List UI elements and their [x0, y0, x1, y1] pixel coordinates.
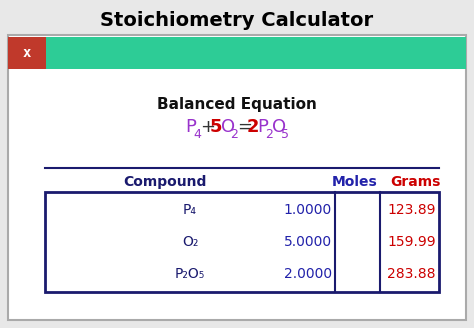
Text: 123.89: 123.89 — [388, 203, 436, 217]
Text: +: + — [200, 118, 215, 136]
Text: Compound: Compound — [123, 175, 207, 189]
Text: 2.0000: 2.0000 — [284, 267, 332, 281]
Text: P₄: P₄ — [183, 203, 197, 217]
Text: 283.88: 283.88 — [388, 267, 436, 281]
Text: 2: 2 — [265, 128, 273, 141]
Text: P₂O₅: P₂O₅ — [175, 267, 205, 281]
Text: Moles: Moles — [332, 175, 378, 189]
Text: O₂: O₂ — [182, 235, 198, 249]
FancyBboxPatch shape — [8, 35, 466, 320]
Text: 4: 4 — [193, 128, 201, 141]
Text: 5.0000: 5.0000 — [284, 235, 332, 249]
Text: 2: 2 — [230, 128, 238, 141]
Text: x: x — [23, 46, 31, 60]
Bar — [45, 192, 439, 292]
Text: 2: 2 — [247, 118, 259, 136]
Text: 159.99: 159.99 — [387, 235, 436, 249]
Text: O: O — [221, 118, 235, 136]
Text: 5: 5 — [210, 118, 222, 136]
Bar — [8, 37, 46, 69]
Text: O: O — [272, 118, 286, 136]
Bar — [8, 37, 466, 69]
Text: Stoichiometry Calculator: Stoichiometry Calculator — [100, 10, 374, 30]
Text: 1.0000: 1.0000 — [284, 203, 332, 217]
Text: Grams: Grams — [390, 175, 440, 189]
Text: Balanced Equation: Balanced Equation — [157, 97, 317, 113]
Text: 5: 5 — [281, 128, 289, 141]
Text: P: P — [257, 118, 268, 136]
Text: =: = — [237, 118, 252, 136]
Text: P: P — [185, 118, 196, 136]
